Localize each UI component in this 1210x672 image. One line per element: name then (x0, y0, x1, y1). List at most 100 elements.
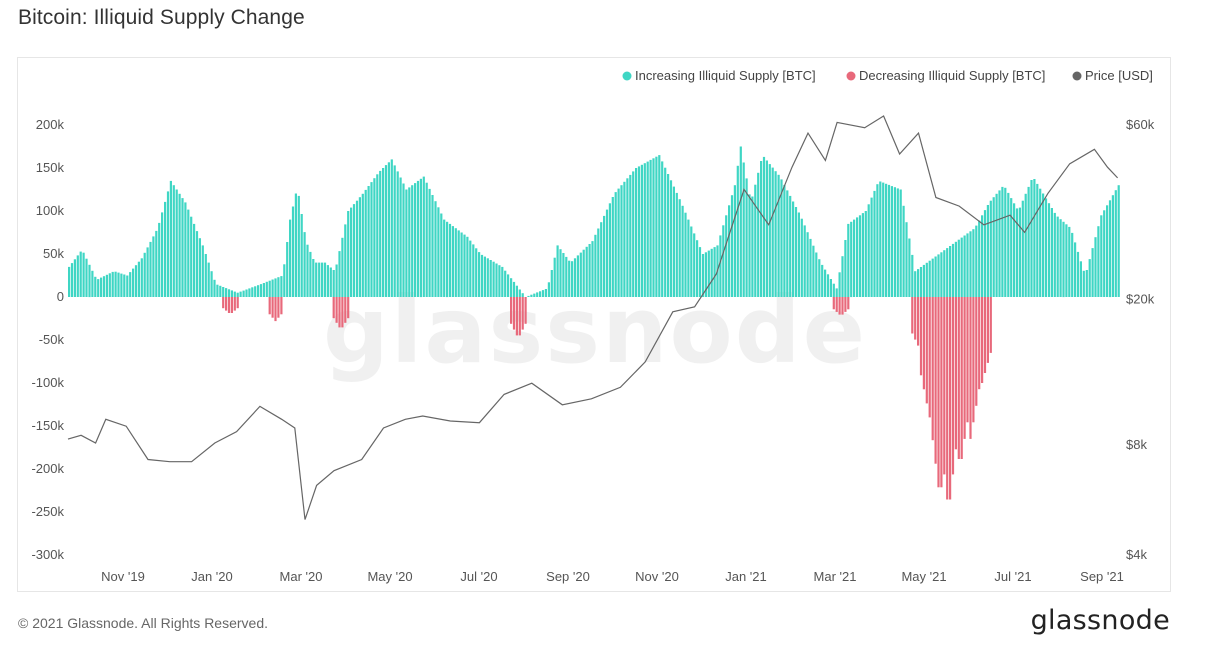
decrease-bar (943, 297, 946, 475)
decrease-bar (925, 297, 928, 404)
increase-bar (698, 247, 702, 297)
increase-bar (760, 161, 763, 297)
increase-bar (539, 291, 542, 297)
y-left-tick: 50k (43, 246, 64, 261)
increase-bar (728, 205, 731, 297)
increase-bar (1091, 248, 1094, 297)
increase-bar (402, 183, 405, 297)
increase-bar (730, 195, 734, 297)
increase-bar (254, 286, 257, 298)
decrease-bar (986, 297, 989, 363)
increase-bar (164, 201, 167, 297)
increase-bar (922, 264, 925, 297)
increase-bar (1018, 207, 1021, 297)
increase-bar (690, 226, 693, 297)
x-tick: Mar '21 (814, 569, 857, 584)
increase-bar (504, 270, 507, 297)
increase-bar (1097, 226, 1100, 297)
glassnode-logo: glassnode (1030, 605, 1170, 636)
increase-bar (780, 179, 783, 297)
increase-bar (277, 277, 280, 297)
increase-bar (344, 224, 347, 297)
x-tick: May '21 (901, 569, 946, 584)
increase-bar (1036, 183, 1039, 297)
increase-bar (664, 167, 667, 297)
increase-bar (1053, 212, 1056, 297)
legend-dot (622, 71, 632, 81)
increase-bar (629, 174, 632, 297)
decrease-bar (225, 297, 228, 311)
increase-bar (216, 284, 219, 297)
increase-bar (149, 241, 152, 297)
increase-bar (472, 244, 475, 297)
increase-bar (911, 254, 914, 297)
increase-bar (1071, 232, 1074, 297)
increase-bar (480, 254, 484, 297)
increase-bar (969, 231, 972, 297)
decrease-bar (332, 297, 335, 319)
increase-bar (562, 253, 565, 297)
increase-bar (102, 276, 106, 297)
increase-bar (161, 212, 164, 297)
increase-bar (826, 274, 830, 297)
increase-bar (771, 167, 774, 297)
decrease-bar (233, 297, 236, 311)
increase-bar (597, 228, 600, 297)
decrease-bar (960, 297, 963, 459)
copyright-text: © 2021 Glassnode. All Rights Reserved. (18, 615, 269, 631)
decrease-bar (940, 297, 943, 488)
increase-bar (242, 290, 245, 297)
increase-bar (573, 258, 577, 297)
increase-bar (134, 265, 138, 297)
legend-label: Increasing Illiquid Supply [BTC] (635, 68, 816, 83)
increase-bar (527, 295, 530, 297)
increase-bar (675, 192, 678, 297)
y-left-tick: -100k (31, 375, 64, 390)
increase-bar (207, 262, 210, 297)
decrease-bar (934, 297, 937, 464)
increase-bar (399, 177, 402, 297)
increase-bar (745, 178, 748, 297)
increase-bar (611, 197, 614, 297)
increase-bar (1059, 219, 1062, 297)
decrease-bar (917, 297, 920, 346)
increase-bar (824, 269, 827, 297)
increase-bar (443, 219, 446, 297)
y-right-tick: $8k (1126, 437, 1147, 452)
decrease-bar (230, 297, 233, 313)
increase-bar (733, 185, 736, 297)
increase-bar (530, 294, 533, 297)
y-right-tick: $4k (1126, 547, 1147, 562)
increase-bar (748, 194, 751, 297)
decrease-bar (914, 297, 917, 340)
increase-bar (777, 174, 780, 297)
y-left-tick: -300k (31, 547, 64, 562)
decrease-bar (512, 297, 516, 330)
increase-bar (251, 287, 254, 297)
increase-bar (640, 164, 643, 297)
decrease-bar (928, 297, 931, 418)
increase-bar (129, 272, 132, 297)
increase-bar (111, 271, 114, 297)
bars-layer (68, 146, 1120, 500)
increase-bar (382, 168, 385, 297)
increase-bar (483, 256, 486, 297)
increase-bar (94, 276, 97, 297)
decrease-bar (524, 297, 527, 324)
increase-bar (245, 289, 248, 297)
increase-bar (774, 171, 777, 297)
increase-bar (914, 271, 917, 297)
increase-bar (175, 189, 178, 297)
increase-bar (335, 264, 338, 297)
increase-bar (283, 264, 286, 297)
increase-bar (815, 252, 818, 297)
increase-bar (85, 258, 88, 297)
increase-bar (291, 206, 295, 297)
increase-bar (995, 193, 998, 297)
increase-bar (225, 288, 228, 297)
increase-bar (835, 288, 838, 297)
increase-bar (553, 257, 556, 297)
increase-bar (132, 268, 135, 297)
increase-bar (626, 178, 629, 297)
